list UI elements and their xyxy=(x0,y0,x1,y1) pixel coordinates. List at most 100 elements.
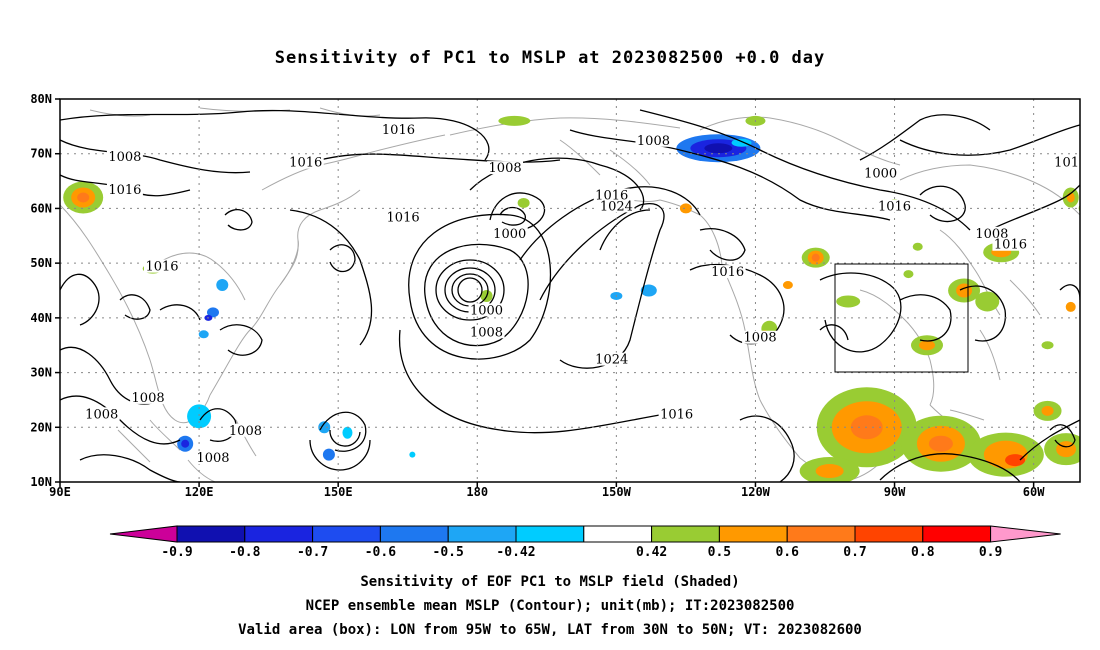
mslp-contour xyxy=(599,209,651,251)
contour-label-bg xyxy=(992,237,1029,251)
contour-label-bg xyxy=(106,183,143,197)
shading-blob xyxy=(956,283,973,298)
mslp-contour xyxy=(959,285,1007,342)
lat-tick-label: 70N xyxy=(30,147,52,161)
lat-tick-label: 40N xyxy=(30,311,52,325)
contour-label: 1008 xyxy=(744,331,777,346)
contour-label-bg xyxy=(144,259,180,273)
colorbar-tick-label: 0.5 xyxy=(708,545,731,560)
mslp-contour xyxy=(1019,419,1080,461)
contour-label: 1024 xyxy=(595,353,628,368)
colorbar-tick-label: -0.6 xyxy=(365,545,396,560)
colorbar-min-arrow xyxy=(109,525,178,543)
contour-label: 1008 xyxy=(196,451,229,466)
shading-blob xyxy=(216,279,229,292)
mslp-contour xyxy=(435,259,505,321)
lat-tick-label: 60N xyxy=(30,201,52,215)
shading-blob xyxy=(342,426,353,439)
shading-blob xyxy=(975,291,1000,312)
lat-tick-label: 30N xyxy=(30,366,52,380)
mslp-contour xyxy=(60,139,251,174)
contour-label: 1008 xyxy=(229,424,262,439)
contour-label-bg xyxy=(709,265,746,279)
mslp-contour xyxy=(989,184,1080,231)
shading-blob xyxy=(187,404,212,429)
shading-blob xyxy=(517,197,530,208)
contour-label-bg xyxy=(468,303,505,317)
contour-label-bg xyxy=(598,199,635,213)
colorbar-tick-label: -0.8 xyxy=(229,545,260,560)
contour-label-bg xyxy=(593,352,630,366)
shading-blob xyxy=(919,340,935,351)
lon-tick-label: 90E xyxy=(49,485,71,499)
lat-tick-label: 10N xyxy=(30,475,52,489)
contour-label: 1016 xyxy=(145,260,178,275)
mslp-contour xyxy=(119,294,151,320)
coastline-segment xyxy=(449,117,681,136)
contour-label-bg xyxy=(287,155,324,169)
contour-label-bg xyxy=(380,122,417,136)
mslp-contour xyxy=(919,185,966,223)
contour-label-bg xyxy=(658,407,695,421)
coastline-segment xyxy=(60,204,211,423)
colorbar-swatch xyxy=(447,525,517,543)
coastline-segment xyxy=(159,252,246,301)
shading-blob xyxy=(903,270,914,279)
contour-label: 1008 xyxy=(489,161,522,176)
mslp-contour xyxy=(569,129,891,221)
mslp-contour xyxy=(451,273,489,307)
shading-blob xyxy=(1005,454,1026,467)
contour-label-bg xyxy=(487,161,524,175)
mslp-contour xyxy=(424,243,529,347)
contour-label: 1016 xyxy=(289,156,322,171)
contour-label: 1016 xyxy=(711,265,744,280)
contour-labels: 1016 1016 1008 1016 1016 1016 1008 1000 1016 1024… xyxy=(83,122,1080,466)
colorbar-tick-label: 0.9 xyxy=(979,545,1002,560)
shading-blob xyxy=(912,242,923,251)
coastline-segment xyxy=(721,264,801,459)
contour-label: 1024 xyxy=(600,199,633,214)
contour-label-bg xyxy=(106,150,143,164)
colorbar-swatch xyxy=(379,525,449,543)
colorbar-swatch xyxy=(515,525,585,543)
shading-blob xyxy=(782,281,793,290)
lat-tick-label: 20N xyxy=(30,420,52,434)
colorbar-swatch xyxy=(176,525,246,543)
mslp-contour xyxy=(289,209,373,346)
shading-blob xyxy=(1041,405,1054,416)
shading-blob xyxy=(77,192,90,203)
contour-label-bg xyxy=(1052,155,1080,169)
mslp-contour xyxy=(444,267,496,313)
mslp-contour xyxy=(899,124,1080,156)
coastline-segment xyxy=(559,139,651,186)
colorbar-swatch xyxy=(244,525,314,543)
shading-blob xyxy=(198,330,209,339)
colorbar-tick-label: -0.9 xyxy=(161,545,192,560)
colorbar-tick-label: 0.7 xyxy=(843,545,866,560)
mslp-contour xyxy=(199,408,237,442)
plot-frame xyxy=(59,98,1081,483)
contour-label-bg xyxy=(195,451,231,465)
contour-label: 1016 xyxy=(387,210,420,225)
shading-blob xyxy=(640,284,657,297)
coastline-segment xyxy=(979,279,1041,381)
mslp-contours xyxy=(60,109,1080,482)
mslp-contour xyxy=(457,277,483,303)
mslp-contour xyxy=(879,453,1021,482)
colorbar-swatch xyxy=(922,525,992,543)
shading-blob xyxy=(207,307,219,318)
contour-label: 1016 xyxy=(878,199,911,214)
shading-blob xyxy=(1041,341,1054,350)
shading-blob xyxy=(731,138,752,147)
caption-line-2: NCEP ensemble mean MSLP (Contour); unit(… xyxy=(305,598,795,614)
lon-tick-label: 180 xyxy=(466,485,488,499)
mslp-contour xyxy=(1049,424,1076,448)
mslp-contour xyxy=(309,439,371,471)
mslp-contour xyxy=(639,109,971,231)
shading-blob xyxy=(322,448,335,461)
shading-blob xyxy=(318,421,331,434)
caption-line-1: Sensitivity of EOF PC1 to MSLP field (Sh… xyxy=(360,574,740,590)
mslp-contour xyxy=(319,411,367,452)
mslp-contour xyxy=(398,329,691,434)
